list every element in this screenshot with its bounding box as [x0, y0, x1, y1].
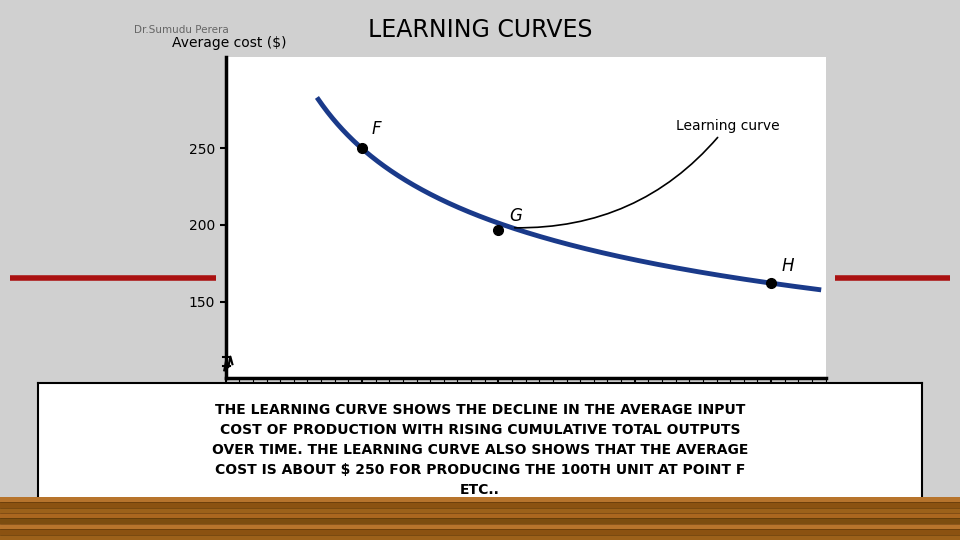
Bar: [0, 524, 960, 529]
Text: H: H: [782, 258, 795, 275]
Bar: [0, 513, 960, 518]
Bar: [0, 535, 960, 540]
Bar: [0, 497, 960, 502]
Text: THE LEARNING CURVE SHOWS THE DECLINE IN THE AVERAGE INPUT
COST OF PRODUCTION WIT: THE LEARNING CURVE SHOWS THE DECLINE IN …: [212, 403, 748, 497]
Text: Learning curve: Learning curve: [515, 119, 780, 228]
Text: LEARNING CURVES: LEARNING CURVES: [368, 18, 592, 42]
X-axis label: Cumulative total output (Q): Cumulative total output (Q): [430, 408, 621, 422]
Text: G: G: [509, 207, 522, 225]
Text: Average cost ($): Average cost ($): [172, 36, 286, 50]
Text: F: F: [372, 120, 381, 138]
Bar: [0, 502, 960, 508]
Bar: [0, 529, 960, 535]
Text: Dr.Sumudu Perera: Dr.Sumudu Perera: [134, 25, 229, 35]
Bar: [0, 508, 960, 513]
Bar: [0, 518, 960, 524]
